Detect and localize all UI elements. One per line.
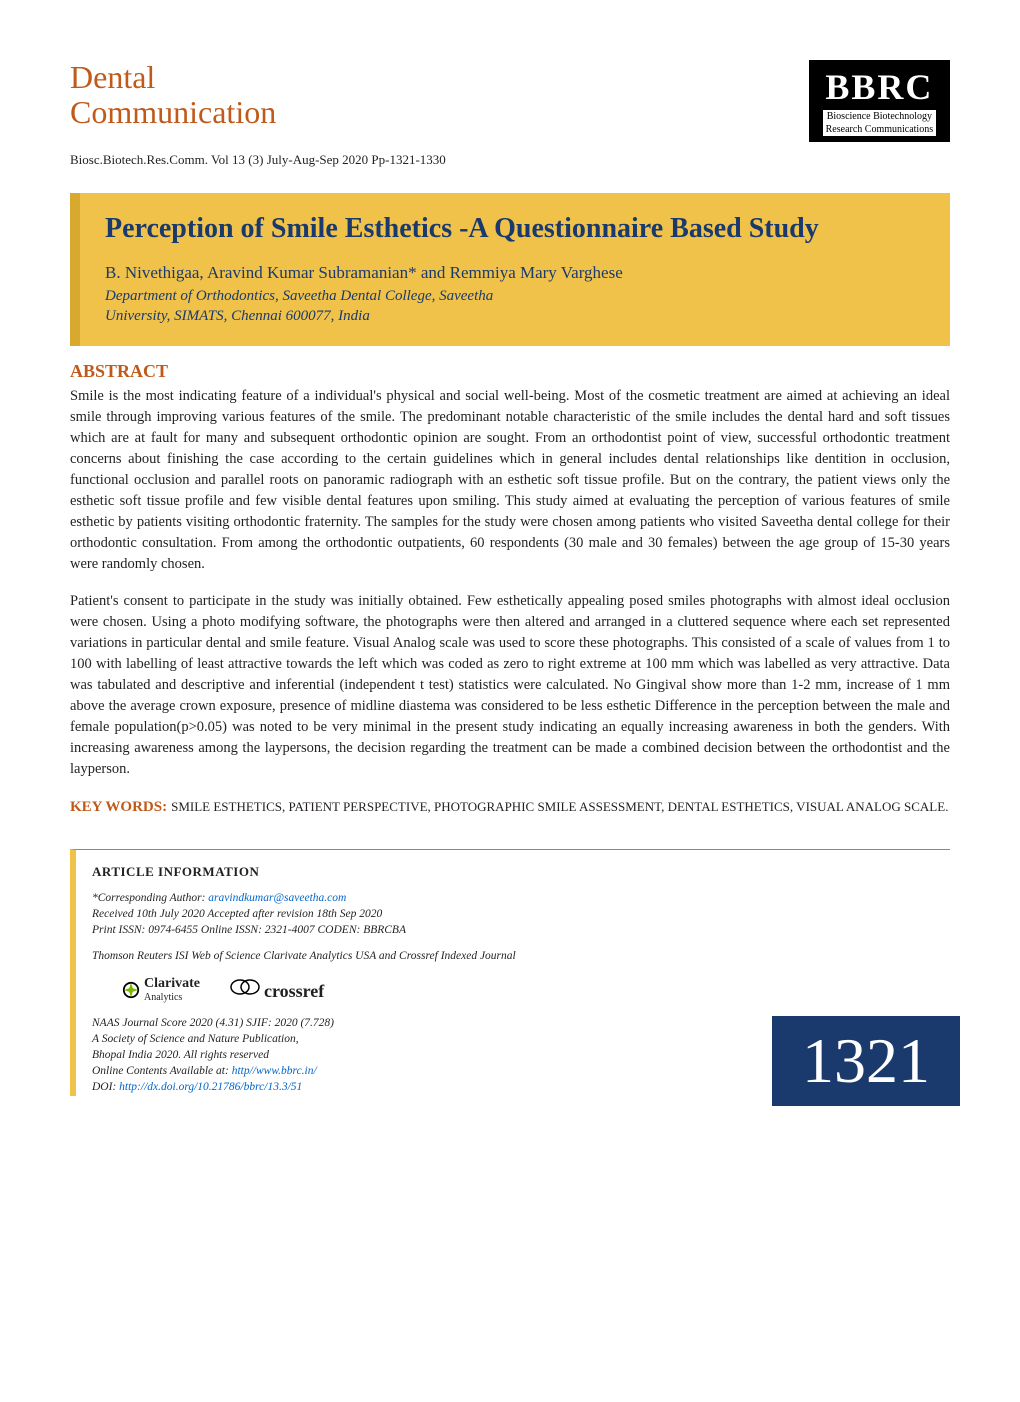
- abstract-paragraph-2: Patient's consent to participate in the …: [70, 591, 950, 780]
- doi-label: DOI:: [92, 1081, 119, 1093]
- keywords-label: KEY WORDS:: [70, 799, 167, 815]
- clarivate-name: Clarivate: [144, 976, 200, 992]
- issn-line: Print ISSN: 0974-6455 Online ISSN: 2321-…: [92, 922, 516, 938]
- received-line: Received 10th July 2020 Accepted after r…: [92, 906, 516, 922]
- authors: B. Nivethigaa, Aravind Kumar Subramanian…: [105, 263, 930, 283]
- doi-url[interactable]: http://dx.doi.org/10.21786/bbrc/13.3/51: [119, 1081, 302, 1093]
- clarivate-text: Clarivate Analytics: [144, 976, 200, 1003]
- section-line-1: Dental: [70, 60, 276, 95]
- corresponding-author: *Corresponding Author: aravindkumar@save…: [92, 890, 516, 906]
- logo-subtitle-2: Research Communications: [823, 123, 936, 136]
- society-line: A Society of Science and Nature Publicat…: [92, 1031, 516, 1047]
- page-number: 1321: [772, 1016, 960, 1106]
- indexing-badges: Clarivate Analytics crossref: [122, 976, 516, 1003]
- doi-line: DOI: http://dx.doi.org/10.21786/bbrc/13.…: [92, 1079, 516, 1095]
- clarivate-icon: [122, 981, 140, 999]
- journal-section: Dental Communication: [70, 60, 276, 130]
- article-info-left: *Corresponding Author: aravindkumar@save…: [92, 890, 516, 1096]
- article-info-heading: ARTICLE INFORMATION: [92, 864, 950, 880]
- affiliation-line-2: University, SIMATS, Chennai 600077, Indi…: [105, 307, 930, 327]
- logo-acronym: BBRC: [823, 66, 936, 108]
- title-block: Perception of Smile Esthetics -A Questio…: [70, 193, 950, 346]
- indexing-line: Thomson Reuters ISI Web of Science Clari…: [92, 948, 516, 964]
- online-label: Online Contents Available at:: [92, 1065, 232, 1077]
- page-header: Dental Communication BBRC Bioscience Bio…: [70, 60, 950, 142]
- clarivate-badge: Clarivate Analytics: [122, 976, 200, 1003]
- keywords-block: KEY WORDS: SMILE ESTHETICS, PATIENT PERS…: [70, 796, 950, 818]
- article-information-block: ARTICLE INFORMATION *Corresponding Autho…: [70, 849, 950, 1096]
- citation-line: Biosc.Biotech.Res.Comm. Vol 13 (3) July-…: [70, 152, 950, 168]
- corresponding-label: *Corresponding Author:: [92, 892, 208, 904]
- abstract-heading: ABSTRACT: [70, 361, 950, 382]
- crossref-icon: [230, 977, 260, 997]
- corresponding-email[interactable]: aravindkumar@saveetha.com: [208, 892, 346, 904]
- article-title: Perception of Smile Esthetics -A Questio…: [105, 213, 930, 245]
- online-line: Online Contents Available at: http//www.…: [92, 1063, 516, 1079]
- section-line-2: Communication: [70, 95, 276, 130]
- bhopal-line: Bhopal India 2020. All rights reserved: [92, 1047, 516, 1063]
- crossref-text: crossref: [264, 981, 324, 1001]
- affiliation-line-1: Department of Orthodontics, Saveetha Den…: [105, 287, 930, 307]
- online-url[interactable]: http//www.bbrc.in/: [232, 1065, 317, 1077]
- naas-line: NAAS Journal Score 2020 (4.31) SJIF: 202…: [92, 1015, 516, 1031]
- crossref-badge: crossref: [230, 977, 324, 1002]
- logo-subtitle-1: Bioscience Biotechnology: [823, 110, 936, 123]
- abstract-paragraph-1: Smile is the most indicating feature of …: [70, 386, 950, 575]
- clarivate-sub: Analytics: [144, 992, 200, 1003]
- keywords-text: SMILE ESTHETICS, PATIENT PERSPECTIVE, PH…: [171, 799, 948, 814]
- journal-logo: BBRC Bioscience Biotechnology Research C…: [809, 60, 950, 142]
